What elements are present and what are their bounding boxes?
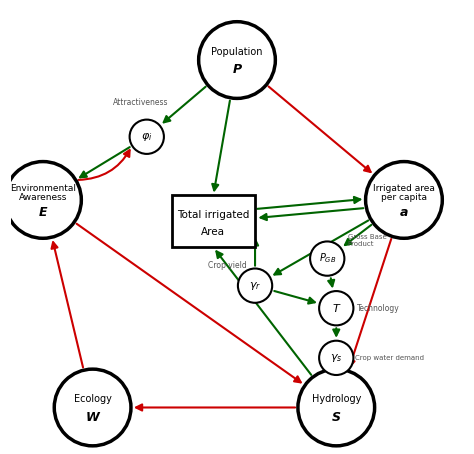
- Text: E: E: [39, 206, 47, 219]
- Text: Irrigated area: Irrigated area: [373, 184, 435, 193]
- Circle shape: [298, 369, 374, 446]
- Circle shape: [319, 340, 354, 375]
- Text: $\varphi_i$: $\varphi_i$: [141, 131, 153, 143]
- Text: $\gamma_s$: $\gamma_s$: [330, 352, 343, 364]
- Text: Attractiveness: Attractiveness: [113, 99, 168, 108]
- Text: Population: Population: [211, 47, 263, 57]
- Text: Environmental: Environmental: [10, 184, 76, 193]
- FancyBboxPatch shape: [172, 195, 255, 247]
- Text: a: a: [400, 206, 408, 219]
- Text: Crop water demand: Crop water demand: [355, 355, 424, 361]
- Circle shape: [365, 162, 442, 238]
- Circle shape: [199, 22, 275, 99]
- Text: S: S: [332, 411, 341, 424]
- Text: Crop yield: Crop yield: [208, 261, 246, 270]
- Text: Total irrigated: Total irrigated: [177, 210, 249, 220]
- Circle shape: [5, 162, 82, 238]
- Circle shape: [129, 119, 164, 154]
- Circle shape: [319, 291, 354, 326]
- Text: Hydrology: Hydrology: [311, 395, 361, 405]
- Text: P: P: [232, 64, 242, 76]
- Text: $\gamma_r$: $\gamma_r$: [249, 280, 261, 291]
- Text: Technology: Technology: [356, 304, 399, 313]
- Text: Gross Base
Product: Gross Base Product: [347, 234, 386, 247]
- Text: Awareness: Awareness: [19, 193, 67, 202]
- Circle shape: [238, 268, 272, 303]
- Circle shape: [310, 242, 345, 276]
- Text: W: W: [86, 411, 100, 424]
- Text: Ecology: Ecology: [73, 395, 111, 405]
- Text: per capita: per capita: [381, 193, 427, 202]
- Text: $T$: $T$: [331, 302, 341, 314]
- Text: $P_{GB}$: $P_{GB}$: [319, 252, 336, 266]
- Circle shape: [54, 369, 131, 446]
- Text: Area: Area: [201, 227, 225, 237]
